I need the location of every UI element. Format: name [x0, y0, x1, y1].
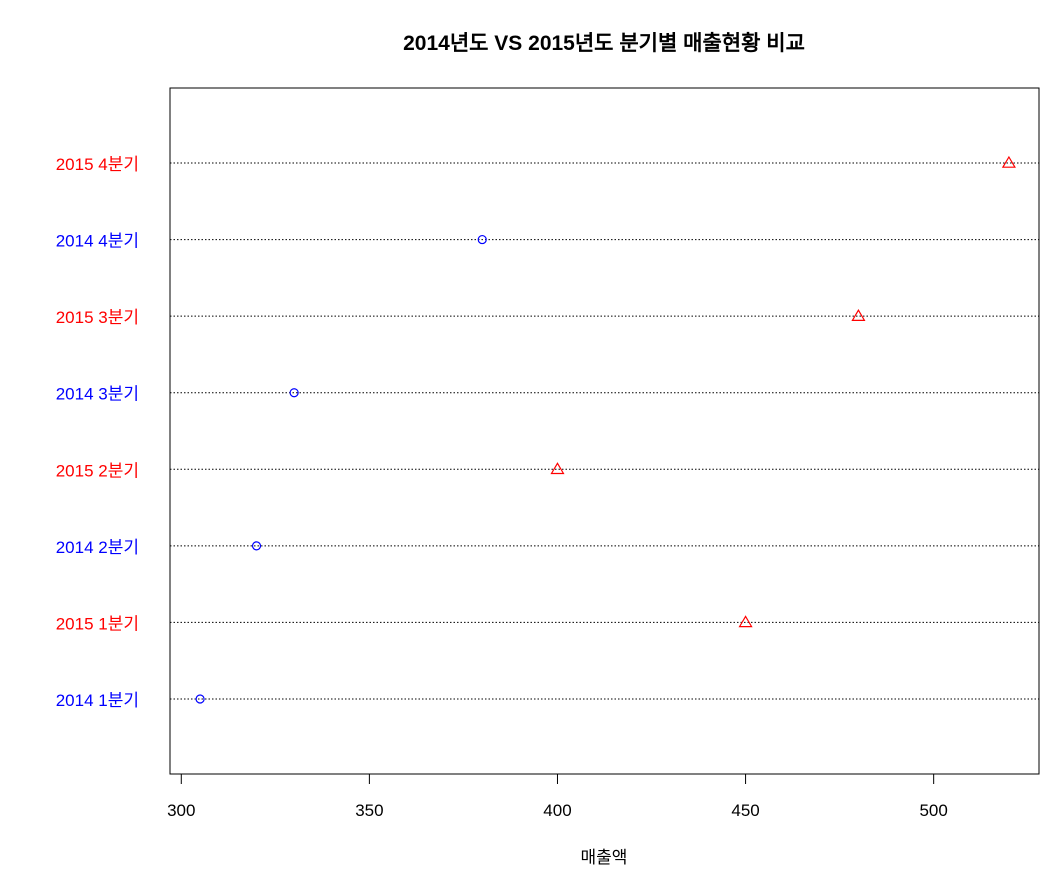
grid-lines	[170, 162, 1039, 700]
category-label: 2014 2분기	[56, 538, 139, 557]
point-triangle	[1001, 155, 1016, 168]
point-circle	[477, 234, 487, 245]
x-tick-label: 400	[543, 801, 571, 820]
category-label: 2014 3분기	[56, 385, 139, 404]
x-axis-label: 매출액	[581, 848, 628, 867]
x-tick-label: 450	[731, 801, 759, 820]
point-triangle	[550, 462, 565, 475]
category-label: 2015 2분기	[56, 461, 139, 480]
chart-title: 2014년도 VS 2015년도 분기별 매출현황 비교	[403, 32, 805, 55]
x-tick-label: 300	[167, 801, 195, 820]
point-circle	[195, 694, 205, 704]
x-tick-label: 350	[355, 801, 383, 820]
point-circle	[251, 541, 262, 551]
x-axis: 300 350 400 450 500	[167, 773, 948, 820]
point-circle	[289, 388, 299, 398]
data-points	[195, 155, 1016, 704]
point-triangle	[851, 308, 866, 321]
x-tick-label: 500	[919, 801, 947, 820]
plot-frame	[169, 87, 1040, 775]
category-label: 2015 3분기	[56, 308, 139, 327]
category-label: 2014 4분기	[56, 232, 139, 251]
y-axis-labels: 2014 1분기 2015 1분기 2014 2분기 2015 2분기 2014 3분기…	[56, 155, 139, 710]
category-label: 2014 1분기	[56, 691, 139, 710]
point-triangle	[738, 615, 753, 628]
category-label: 2015 1분기	[56, 614, 139, 633]
category-label: 2015 4분기	[56, 155, 139, 174]
